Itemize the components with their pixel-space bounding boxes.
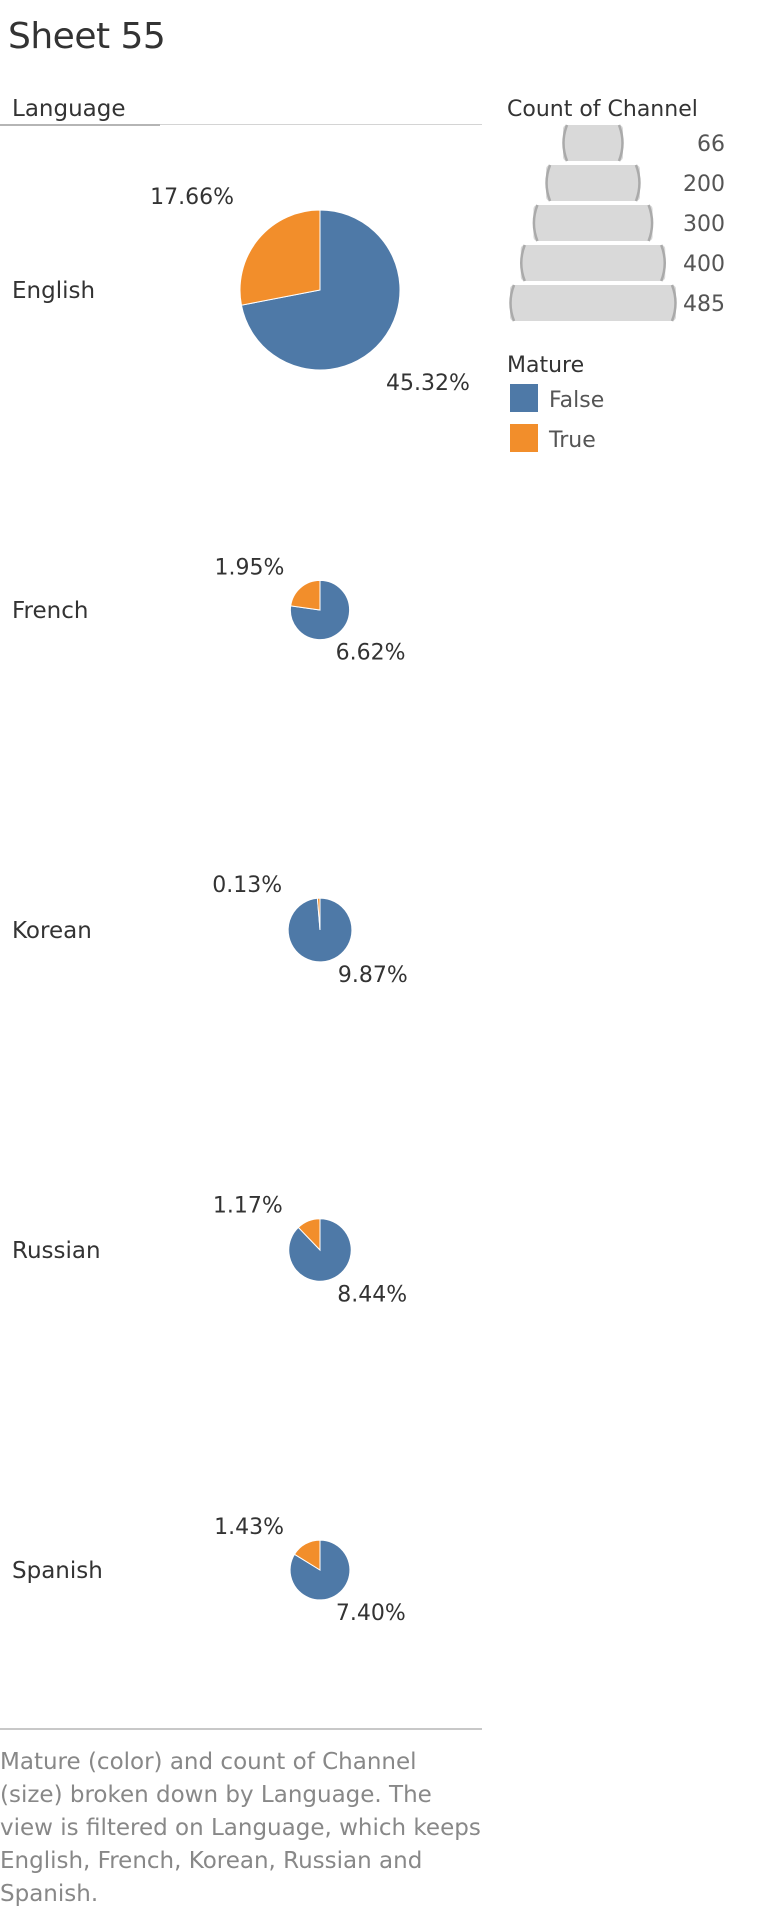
pct-label-french-true: 1.95% xyxy=(215,555,285,580)
pie-slice-english-false[interactable] xyxy=(240,209,401,371)
sheet-title: Sheet 55 xyxy=(8,16,166,57)
row-label-russian[interactable]: Russian xyxy=(12,1238,101,1264)
pie-slice-russian-true[interactable] xyxy=(297,1218,321,1252)
pct-label-korean-false: 9.87% xyxy=(338,963,408,988)
header-divider xyxy=(0,124,160,126)
color-legend-swatch-true[interactable] xyxy=(510,424,538,452)
size-legend-swatch-485[interactable] xyxy=(510,285,676,321)
row-label-spanish[interactable]: Spanish xyxy=(12,1558,103,1584)
pie-slice-english-true[interactable] xyxy=(239,209,321,306)
size-legend-edge-right xyxy=(660,244,666,282)
size-legend-value-400: 400 xyxy=(683,252,725,277)
chart-caption: Mature (color) and count of Channel (siz… xyxy=(0,1749,481,1907)
pct-label-spanish-false: 7.40% xyxy=(336,1601,406,1626)
pie-slice-spanish-true[interactable] xyxy=(293,1539,321,1571)
color-legend-label-true[interactable]: True xyxy=(548,428,596,453)
size-legend-edge-left xyxy=(509,284,516,322)
row-label-french[interactable]: French xyxy=(12,598,88,624)
size-legend-edge-left xyxy=(520,244,526,282)
row-header-language[interactable]: Language xyxy=(12,96,126,122)
pct-label-english-false: 45.32% xyxy=(386,371,470,396)
size-legend-edge-right xyxy=(670,284,677,322)
size-legend-value-200: 200 xyxy=(683,172,725,197)
caption-divider xyxy=(0,1728,482,1730)
size-legend-edge-right xyxy=(647,204,654,242)
size-legend-swatch-66[interactable] xyxy=(563,125,623,161)
size-legend-swatch-200[interactable] xyxy=(546,165,640,201)
pie-slice-french-false[interactable] xyxy=(289,579,351,641)
size-legend-edge-left xyxy=(545,164,552,202)
pie-slice-french-true[interactable] xyxy=(290,579,321,611)
pct-label-english-true: 17.66% xyxy=(150,185,234,210)
size-legend-title: Count of Channel xyxy=(507,97,698,122)
pct-label-korean-true: 0.13% xyxy=(212,873,282,898)
size-legend-edge-left xyxy=(562,124,569,162)
pct-label-russian-false: 8.44% xyxy=(337,1282,407,1307)
color-legend-label-false[interactable]: False xyxy=(549,388,604,413)
size-legend-swatch-300[interactable] xyxy=(533,205,653,241)
size-legend-value-66: 66 xyxy=(697,132,725,157)
size-legend-value-485: 485 xyxy=(683,292,725,317)
size-legend-edge-right xyxy=(617,124,624,162)
size-legend-edge-left xyxy=(532,204,539,242)
size-legend-edge-right xyxy=(634,164,641,202)
pct-label-french-false: 6.62% xyxy=(336,641,406,666)
pct-label-russian-true: 1.17% xyxy=(213,1194,283,1219)
pct-label-spanish-true: 1.43% xyxy=(214,1515,284,1540)
size-legend-swatch-400[interactable] xyxy=(520,245,666,281)
row-label-english[interactable]: English xyxy=(12,278,95,304)
pie-slice-korean-true[interactable] xyxy=(316,897,321,931)
color-legend-title: Mature xyxy=(507,353,584,378)
header-divider-extended xyxy=(160,124,482,125)
row-label-korean[interactable]: Korean xyxy=(12,918,92,944)
color-legend-swatch-false[interactable] xyxy=(510,384,538,412)
size-legend-value-300: 300 xyxy=(683,212,725,237)
